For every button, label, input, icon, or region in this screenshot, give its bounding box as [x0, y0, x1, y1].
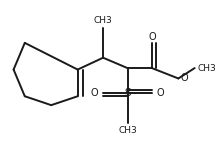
Text: O: O — [90, 88, 98, 98]
Text: S: S — [124, 88, 131, 98]
Text: O: O — [148, 32, 156, 42]
Text: CH3: CH3 — [118, 126, 137, 135]
Text: O: O — [180, 74, 188, 84]
Text: O: O — [157, 88, 165, 98]
Text: CH3: CH3 — [94, 16, 113, 25]
Text: CH3: CH3 — [198, 64, 216, 73]
